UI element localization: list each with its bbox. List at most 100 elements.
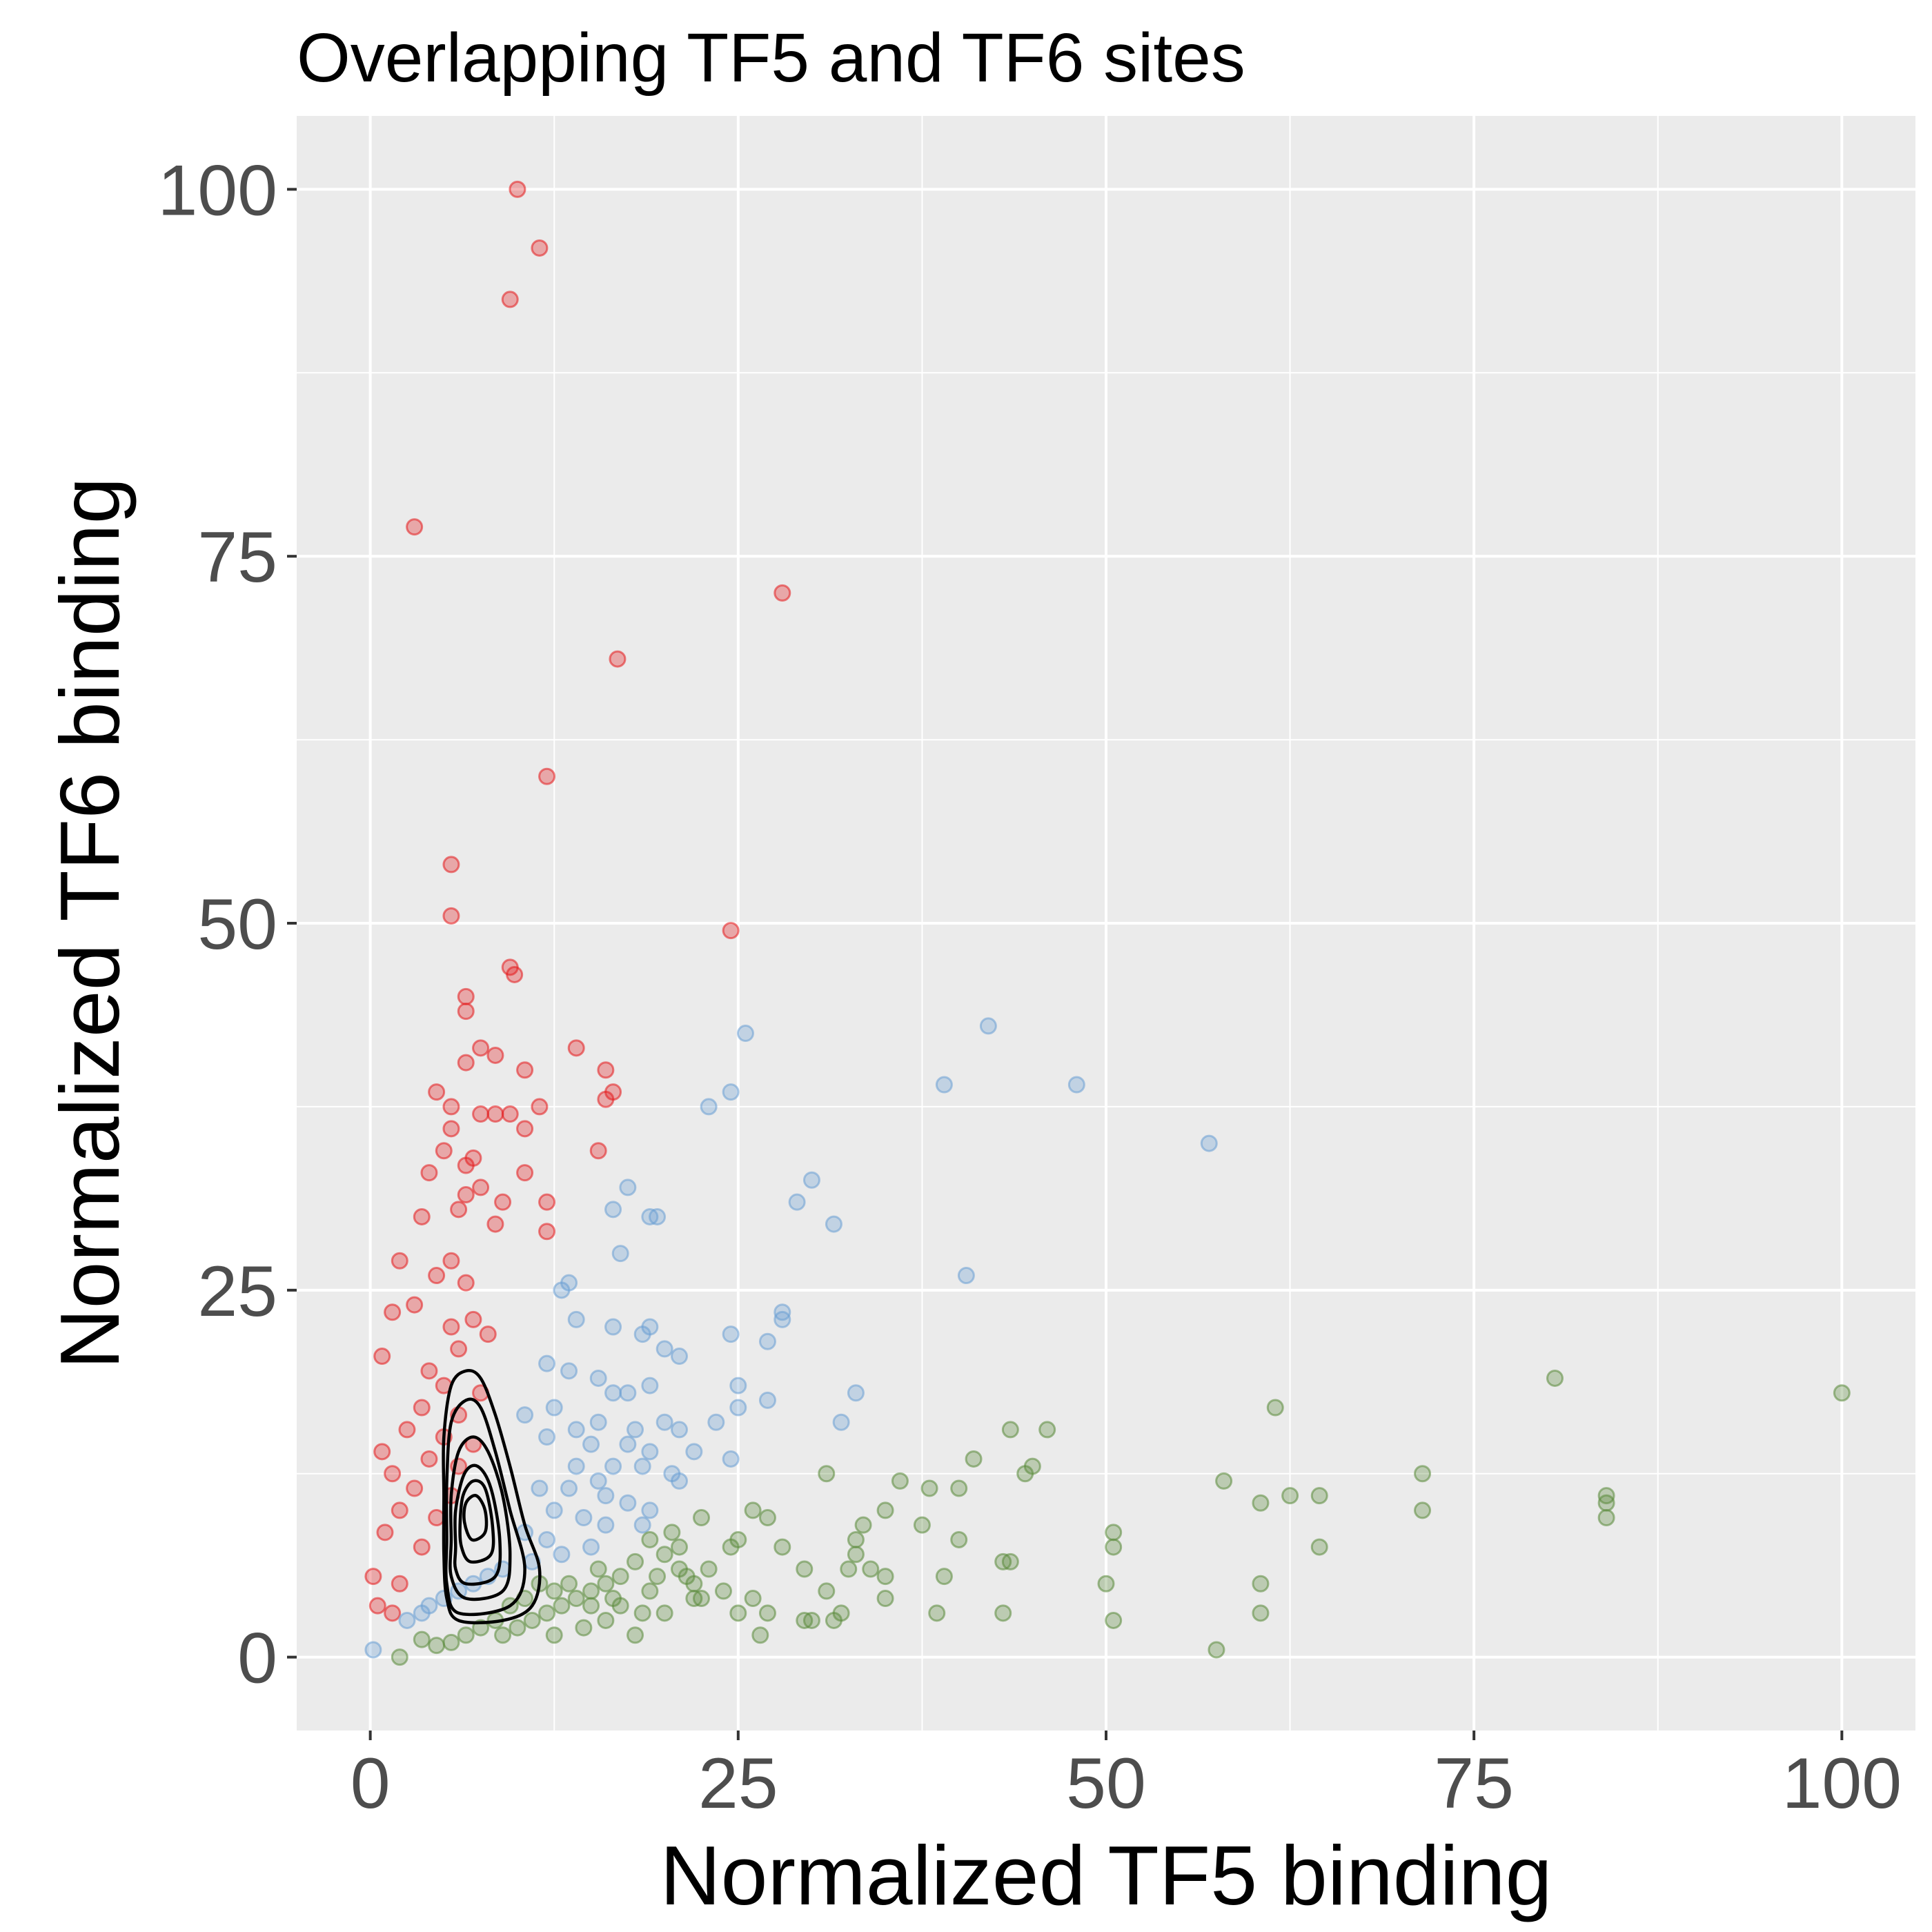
data-point-blue	[619, 1179, 637, 1196]
data-point-green	[758, 1509, 776, 1527]
data-point-red	[420, 1450, 438, 1468]
data-point-green	[847, 1546, 865, 1564]
data-point-blue	[722, 1325, 740, 1343]
density-contour	[448, 1435, 512, 1601]
data-point-red	[486, 1046, 504, 1064]
data-point-green	[913, 1516, 931, 1534]
data-point-red	[384, 1303, 402, 1321]
y-tick-label: 0	[237, 1619, 277, 1699]
data-point-green	[994, 1552, 1012, 1570]
data-point-green	[840, 1560, 858, 1578]
data-point-green	[1016, 1465, 1034, 1483]
data-point-green	[582, 1597, 600, 1615]
data-point-green	[649, 1568, 667, 1586]
data-point-red	[531, 1098, 549, 1116]
data-point-green	[413, 1630, 431, 1648]
data-point-red	[368, 1597, 386, 1615]
data-point-red	[391, 1501, 408, 1519]
data-point-blue	[802, 1171, 820, 1189]
data-point-red	[450, 1201, 468, 1219]
y-tick-label: 25	[197, 1252, 277, 1332]
data-point-blue	[633, 1516, 651, 1534]
data-point-green	[1546, 1369, 1564, 1387]
data-point-green	[928, 1604, 946, 1622]
data-point-green	[1266, 1399, 1284, 1417]
data-point-red	[413, 1399, 431, 1417]
data-point-green	[1414, 1501, 1432, 1519]
data-point-green	[773, 1538, 791, 1556]
data-point-red	[435, 1142, 453, 1160]
data-point-green	[1414, 1465, 1432, 1483]
data-point-blue	[656, 1413, 673, 1431]
data-point-green	[627, 1552, 644, 1570]
data-point-blue	[538, 1530, 556, 1548]
data-point-green	[796, 1560, 814, 1578]
data-point-red	[501, 290, 519, 308]
data-point-green	[935, 1568, 953, 1586]
data-point-green	[796, 1611, 814, 1629]
data-point-blue	[641, 1377, 659, 1394]
data-point-blue	[604, 1201, 622, 1219]
chart-title: Overlapping TF5 and TF6 sites	[297, 19, 1245, 97]
data-point-blue	[553, 1281, 571, 1299]
data-point-blue	[788, 1193, 806, 1211]
data-point-blue	[671, 1421, 689, 1439]
data-point-blue	[619, 1384, 637, 1402]
data-point-blue	[641, 1443, 659, 1461]
data-point-blue	[597, 1516, 615, 1534]
data-point-blue	[364, 1641, 382, 1659]
data-point-blue	[736, 1025, 754, 1043]
data-point-blue	[560, 1362, 578, 1380]
data-point-red	[442, 907, 460, 925]
data-point-blue	[538, 1354, 556, 1372]
data-point-green	[567, 1590, 585, 1608]
data-point-blue	[758, 1391, 776, 1409]
data-point-green	[663, 1524, 681, 1541]
data-point-red	[722, 922, 740, 940]
x-axis-title: Normalized TF5 binding	[660, 1828, 1552, 1922]
data-point-red	[406, 1479, 424, 1497]
data-point-green	[744, 1590, 762, 1608]
data-point-green	[1252, 1604, 1270, 1622]
data-point-red	[464, 1310, 482, 1328]
data-point-green	[751, 1626, 769, 1644]
data-point-red	[538, 1193, 556, 1211]
data-point-green	[656, 1546, 673, 1564]
data-point-red	[567, 1039, 585, 1057]
data-point-blue	[641, 1501, 659, 1519]
data-point-red	[457, 1186, 475, 1204]
data-point-blue	[656, 1340, 673, 1358]
data-point-green	[538, 1604, 556, 1622]
data-point-green	[1310, 1487, 1328, 1505]
data-point-green	[729, 1604, 747, 1622]
data-point-green	[641, 1530, 659, 1548]
data-point-red	[506, 965, 524, 983]
data-point-blue	[531, 1479, 549, 1497]
data-point-red	[472, 1105, 490, 1123]
data-point-red	[457, 1274, 475, 1292]
density-contour	[453, 1463, 502, 1586]
data-point-green	[678, 1568, 696, 1586]
data-point-green	[847, 1530, 865, 1548]
data-point-green	[862, 1560, 880, 1578]
data-point-blue	[832, 1413, 850, 1431]
data-point-blue	[847, 1384, 865, 1402]
data-point-green	[758, 1604, 776, 1622]
data-point-green	[597, 1611, 615, 1629]
data-point-green	[854, 1516, 872, 1534]
data-point-red	[609, 650, 627, 668]
data-point-red	[472, 1179, 490, 1196]
data-point-green	[457, 1626, 475, 1644]
data-point-blue	[1200, 1134, 1218, 1152]
data-point-blue	[619, 1494, 637, 1512]
data-point-green	[611, 1568, 629, 1586]
data-point-red	[501, 1105, 519, 1123]
data-point-green	[428, 1637, 446, 1655]
data-point-green	[582, 1582, 600, 1600]
data-point-red	[472, 1039, 490, 1057]
data-point-green	[994, 1604, 1012, 1622]
data-point-blue	[567, 1421, 585, 1439]
data-point-red	[413, 1208, 431, 1225]
data-point-green	[818, 1465, 836, 1483]
data-point-blue	[1067, 1076, 1085, 1094]
